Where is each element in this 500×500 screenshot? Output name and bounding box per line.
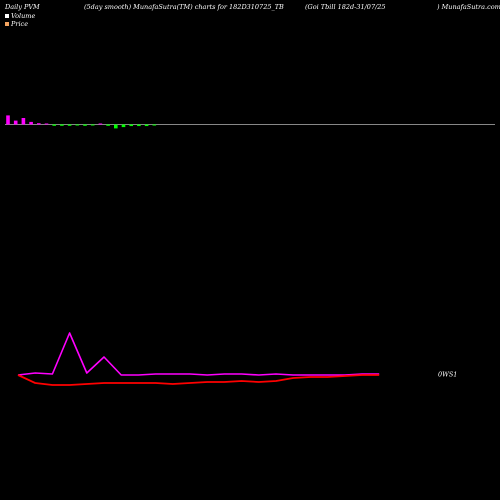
volume-bar <box>44 123 49 125</box>
legend-price-swatch <box>5 22 9 26</box>
legend-price-label: Price <box>11 20 29 28</box>
volume-bar <box>60 124 64 126</box>
header-title: (5day smooth) MunafaSutra(TM) charts for… <box>84 3 284 11</box>
header-site: ) MunafaSutra.com <box>437 3 500 11</box>
legend-volume-label: Volume <box>11 12 36 20</box>
volume-bar <box>75 124 80 126</box>
volume-bar <box>21 118 26 125</box>
price-line <box>17 332 380 376</box>
volume-bar <box>114 124 118 129</box>
volume-bar <box>6 115 10 125</box>
volume-bar <box>129 124 133 127</box>
volume-bar <box>37 123 41 125</box>
header-instrument: (Goi Tbill 182d-31/07/25 <box>305 3 386 11</box>
header-left: Daily PVM <box>5 3 40 11</box>
volume-bar <box>67 124 72 126</box>
volume-bar <box>13 120 18 125</box>
volume-bar <box>144 124 149 127</box>
smoothed-line <box>17 374 380 386</box>
volume-bar <box>83 124 87 126</box>
volume-bar <box>29 121 33 125</box>
volume-bar <box>152 124 157 126</box>
price-end-label: 0WS1 <box>438 371 457 379</box>
legend-price: Price <box>5 20 28 28</box>
legend-volume: Volume <box>5 12 35 20</box>
volume-bar <box>137 124 141 127</box>
legend-volume-swatch <box>5 14 9 18</box>
volume-bar <box>106 124 110 126</box>
volume-bar <box>98 123 103 125</box>
volume-bar <box>121 124 126 128</box>
volume-bar <box>90 124 95 126</box>
volume-bar <box>52 124 56 126</box>
